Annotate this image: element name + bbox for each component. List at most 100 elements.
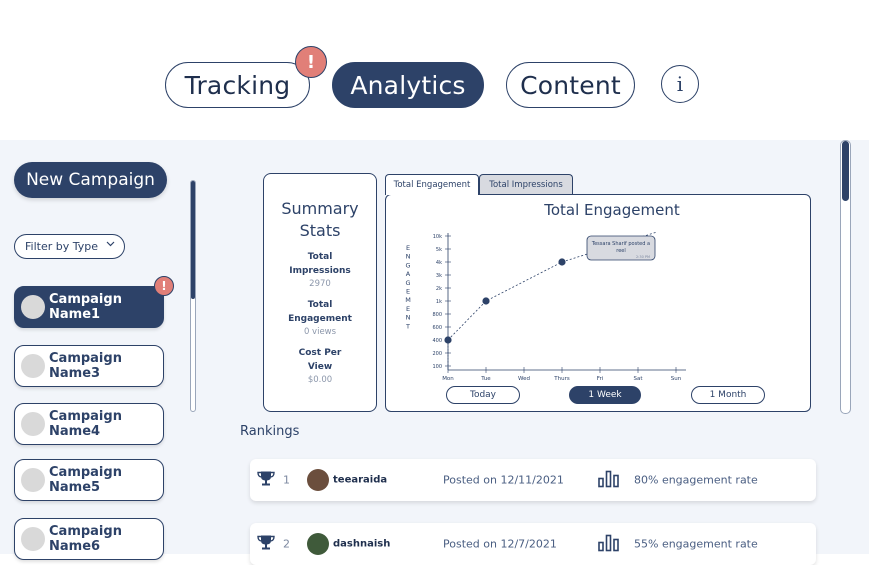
rank-number: 1 [283, 473, 290, 487]
x-tick-label: Wed [518, 376, 530, 382]
tab-total-impressions[interactable]: Total Impressions [479, 174, 573, 195]
annotation-bubble [586, 235, 656, 261]
tab-analytics[interactable]: Analytics [332, 62, 484, 108]
bar-chart-icon [598, 470, 620, 491]
y-tick-label: 1k [436, 299, 442, 305]
user-avatar [307, 533, 329, 555]
y-axis-label-letter: G [405, 279, 410, 287]
summary-stats-card: Summary Stats Total Impressions 2970 Total… [263, 173, 377, 412]
cost-per-view-label: Cost Per View [298, 348, 342, 372]
chevron-down-icon [106, 240, 115, 250]
username[interactable]: teearaida [333, 474, 388, 486]
tab-total-engagement[interactable]: Total Engagement [385, 174, 479, 195]
data-point [482, 297, 490, 305]
x-tick-label: Sun [671, 376, 682, 382]
range-1-month-button[interactable]: 1 Month [691, 386, 765, 404]
bar-chart-icon [598, 534, 620, 555]
impressions-value: 2970 [309, 279, 331, 289]
campaign-item-6[interactable]: Campaign Name6 [14, 518, 164, 560]
main-scrollbar[interactable] [840, 140, 851, 414]
summary-title: Summary Stats [281, 199, 359, 240]
y-tick-label: 3k [436, 273, 442, 279]
y-axis-label-letter: M [405, 296, 411, 304]
annotation-time: 2:30 PM [636, 255, 650, 259]
y-axis-label-letter: A [406, 270, 411, 278]
trophy-icon [256, 535, 276, 554]
tracking-alert-icon: ! [295, 46, 327, 78]
campaign-name: Campaign Name3 [49, 351, 122, 381]
y-tick-label: 5k [436, 247, 442, 253]
y-axis-label-letter: N [406, 314, 411, 322]
info-icon[interactable]: i [661, 65, 699, 103]
scrollbar-thumb[interactable] [842, 141, 849, 201]
engagement-rate: 55% engagement rate [634, 537, 758, 551]
engagement-rate: 80% engagement rate [634, 473, 758, 487]
tab-tracking[interactable]: Tracking [165, 62, 310, 108]
range-today-button[interactable]: Today [446, 386, 520, 404]
y-axis-label-letter: E [406, 288, 410, 296]
x-tick-label: Fri [597, 376, 604, 382]
data-point [558, 258, 566, 266]
x-tick-label: Thurs [553, 376, 570, 382]
y-tick-label: 600 [432, 325, 442, 331]
data-point [444, 336, 452, 344]
engagement-value: 0 views [303, 327, 337, 337]
filter-by-type-select[interactable]: Filter by Type [14, 234, 125, 259]
campaign-avatar [21, 412, 45, 436]
y-axis-label-letter: T [405, 322, 410, 330]
campaign-avatar [21, 468, 45, 492]
campaign-avatar [21, 527, 45, 551]
y-tick-label: 10k [433, 234, 442, 240]
annotation-text: reel [616, 248, 626, 254]
campaign-avatar [21, 295, 45, 319]
scrollbar-thumb[interactable] [191, 181, 195, 299]
y-tick-label: 400 [432, 338, 442, 344]
tab-tracking-label: Tracking [184, 70, 291, 100]
username[interactable]: dashnaish [333, 538, 391, 550]
campaign-alert-icon: ! [154, 276, 174, 296]
y-axis-label-letter: E [406, 244, 410, 252]
ranking-row[interactable]: 2 dashnaish Posted on 12/7/2021 55% enga… [250, 523, 816, 565]
tab-content-label: Content [520, 70, 621, 100]
y-axis-label-letter: E [406, 305, 410, 313]
campaign-item-3[interactable]: Campaign Name3 [14, 345, 164, 387]
chart-title: Total Engagement [544, 201, 680, 219]
posted-date: Posted on 12/7/2021 [443, 537, 557, 551]
y-tick-label: 2k [436, 286, 442, 292]
annotation-text: Tessara Sharif posted a [591, 241, 650, 247]
campaign-avatar [21, 354, 45, 378]
rank-number: 2 [283, 537, 290, 551]
engagement-label: Total Engagement [288, 300, 352, 324]
campaign-item-5[interactable]: Campaign Name5 [14, 459, 164, 501]
ranking-row[interactable]: 1 teearaida Posted on 12/11/2021 80% eng… [250, 459, 816, 501]
y-tick-label: 200 [432, 351, 442, 357]
campaign-item-4[interactable]: Campaign Name4 [14, 403, 164, 445]
posted-date: Posted on 12/11/2021 [443, 473, 564, 487]
y-tick-label: 4k [436, 260, 442, 266]
x-tick-label: Mon [442, 376, 454, 382]
user-avatar [307, 469, 329, 491]
y-axis-label-letter: G [405, 261, 410, 269]
campaign-name: Campaign Name5 [49, 465, 122, 495]
trophy-icon [256, 471, 276, 490]
campaign-item-1[interactable]: Campaign Name1 [14, 286, 164, 328]
campaign-name: Campaign Name4 [49, 409, 122, 439]
x-tick-label: Sat [633, 376, 643, 382]
filter-label: Filter by Type [25, 240, 98, 253]
y-tick-label: 800 [432, 312, 442, 318]
impressions-label: Total Impressions [289, 252, 351, 276]
y-axis-label-letter: N [406, 253, 411, 261]
x-tick-label: Tue [480, 376, 491, 382]
new-campaign-button[interactable]: New Campaign [14, 162, 167, 198]
campaign-name: Campaign Name6 [49, 524, 122, 554]
campaign-list-scrollbar[interactable] [190, 180, 196, 412]
campaign-name: Campaign Name1 [49, 292, 122, 322]
engagement-chart-card: Total Engagement 100 200 400 600 800 1k 2k 3k 4k… [385, 194, 811, 412]
tab-content[interactable]: Content [506, 62, 635, 108]
range-1-week-button[interactable]: 1 Week [569, 386, 641, 404]
analytics-main: New Campaign Filter by Type Campaign Nam… [0, 140, 869, 565]
y-tick-label: 100 [432, 364, 442, 370]
tab-analytics-label: Analytics [350, 70, 466, 100]
rankings-heading: Rankings [240, 424, 300, 439]
engagement-chart: 1002004006008001k2k3k4k5k10kENGAGEMENTMo… [405, 231, 686, 382]
